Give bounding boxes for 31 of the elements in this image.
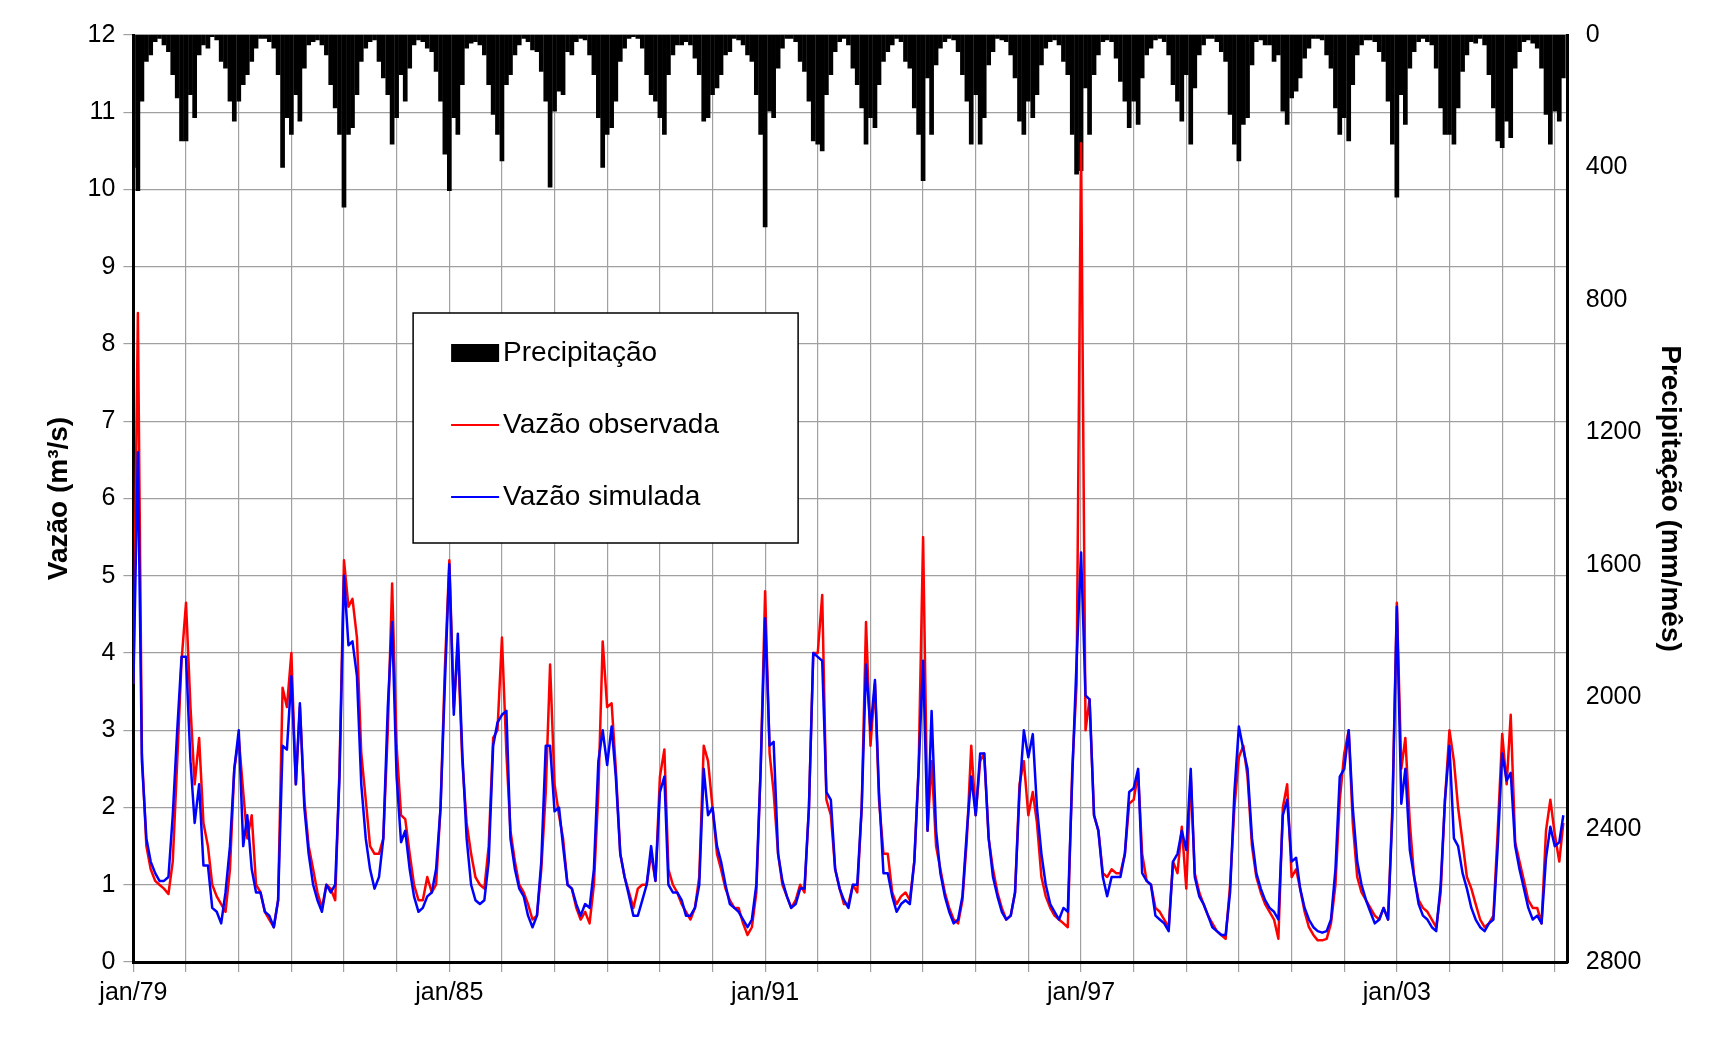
y-tick-label: 2 bbox=[101, 791, 116, 820]
y-tick-label: 11 bbox=[89, 96, 116, 125]
y-tick-label: 3 bbox=[101, 714, 116, 743]
y2-tick-label: 1200 bbox=[1585, 416, 1642, 445]
y2-tick-label: 800 bbox=[1585, 283, 1628, 312]
y2-tick-label: 400 bbox=[1585, 151, 1628, 180]
legend-label: Precipitação bbox=[503, 335, 658, 367]
y2-tick-label: 0 bbox=[1585, 18, 1600, 47]
y-tick-label: 10 bbox=[87, 173, 116, 202]
y2-tick-label: 1600 bbox=[1585, 548, 1642, 577]
y2-tick-label: 2800 bbox=[1585, 945, 1642, 974]
y2-tick-label: 2400 bbox=[1585, 813, 1642, 842]
y-tick-label: 9 bbox=[101, 250, 116, 279]
y2-axis-title: Precipitação (mm/mês) bbox=[1656, 345, 1688, 652]
x-tick-label: jan/85 bbox=[414, 976, 484, 1005]
y-tick-label: 0 bbox=[101, 945, 116, 974]
y2-tick-label: 2000 bbox=[1585, 681, 1642, 710]
y-tick-label: 8 bbox=[101, 327, 116, 356]
y-axis-title: Vazão (m³/s) bbox=[41, 416, 73, 581]
y-tick-label: 12 bbox=[87, 18, 116, 47]
legend-label: Vazão simulada bbox=[503, 479, 701, 511]
x-tick-label: jan/91 bbox=[730, 976, 800, 1005]
y-tick-label: 7 bbox=[101, 405, 116, 434]
legend-label: Vazão observada bbox=[503, 407, 720, 439]
y-tick-label: 1 bbox=[101, 868, 116, 897]
x-tick-label: jan/79 bbox=[98, 976, 168, 1005]
x-tick-label: jan/97 bbox=[1046, 976, 1116, 1005]
y-tick-label: 5 bbox=[101, 559, 116, 588]
y-tick-label: 6 bbox=[101, 482, 116, 511]
x-tick-label: jan/03 bbox=[1361, 976, 1431, 1005]
y-tick-label: 4 bbox=[101, 636, 116, 665]
